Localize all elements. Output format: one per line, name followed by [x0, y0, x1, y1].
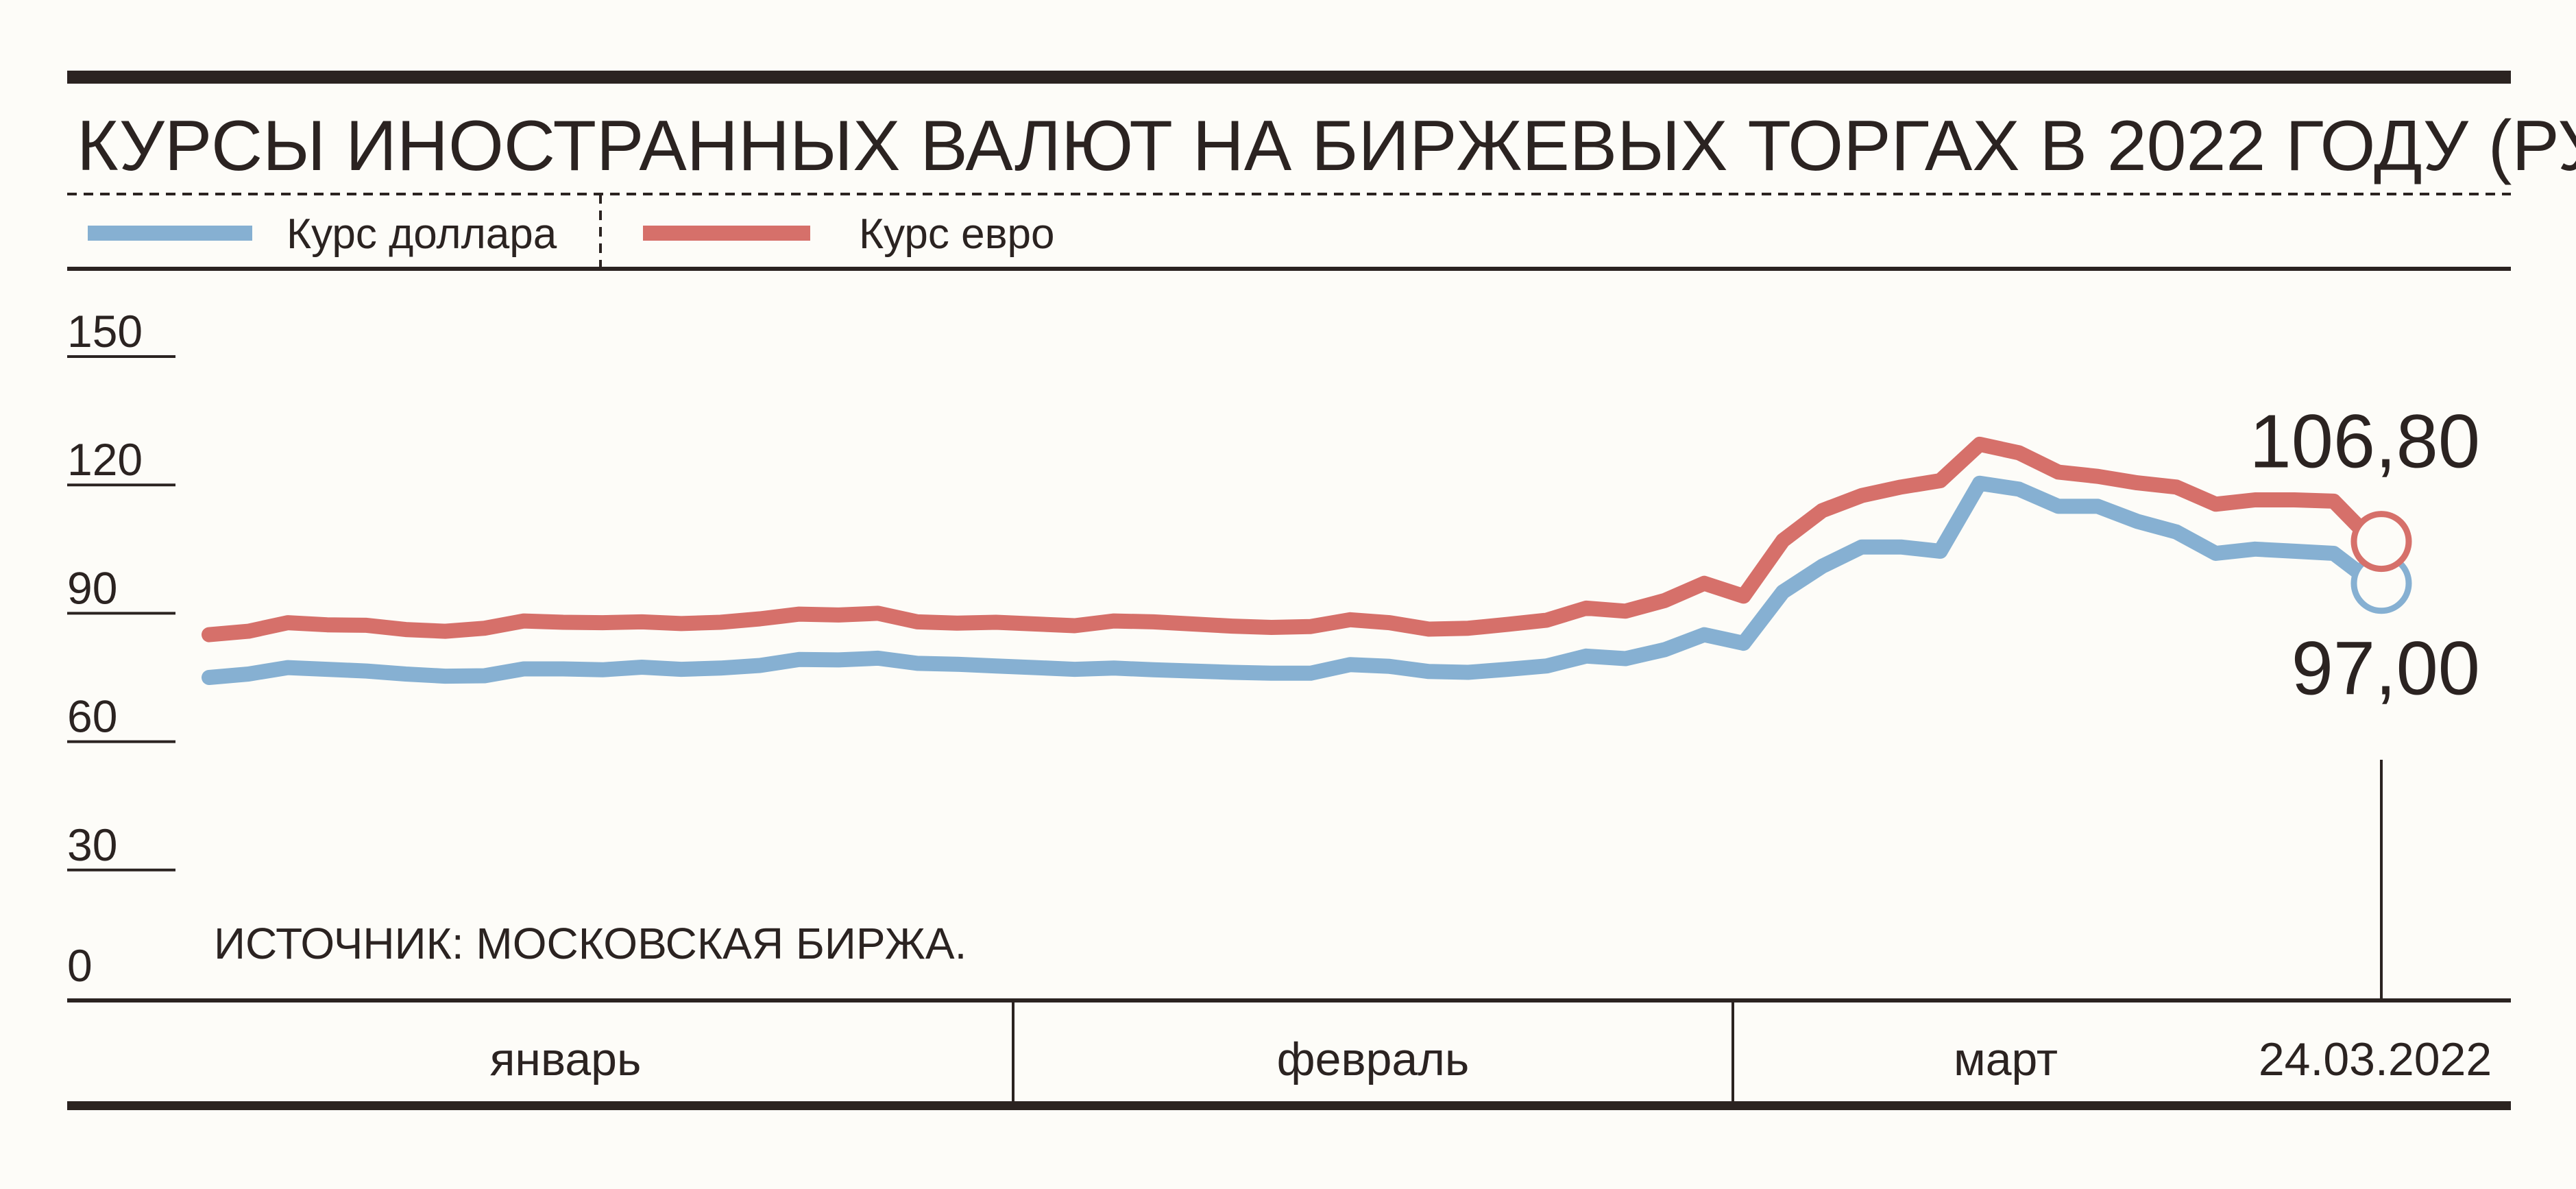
legend-bottom-border	[67, 267, 2511, 271]
date-label: 24.03.2022	[2259, 1033, 2492, 1085]
y-tick-label: 30	[67, 819, 117, 870]
y-tick-label: 90	[67, 562, 117, 613]
plot-bottom-border	[67, 998, 2511, 1002]
series-line-dollar	[202, 475, 2381, 685]
month-label-march: март	[1954, 1033, 2058, 1085]
top-border	[67, 71, 2511, 84]
end-label-euro: 106,80	[2250, 400, 2480, 484]
month-label-january: январь	[490, 1033, 642, 1085]
legend-label-euro: Курс евро	[859, 211, 1055, 258]
source-note: ИСТОЧНИК: МОСКОВСКАЯ БИРЖА.	[214, 919, 967, 968]
y-tick-label: 120	[67, 434, 143, 485]
y-tick-label: 0	[67, 940, 93, 991]
series-line-euro	[202, 436, 2381, 642]
series-layer	[202, 436, 2381, 685]
end-marker-euro	[2350, 511, 2412, 573]
bottom-border	[67, 1101, 2511, 1110]
y-axis: 150 120 90 60 30 0	[67, 306, 175, 991]
y-tick-label: 60	[67, 691, 117, 742]
chart-title: КУРСЫ ИНОСТРАННЫХ ВАЛЮТ НА БИРЖЕВЫХ ТОРГ…	[77, 106, 2576, 186]
y-tick-label: 150	[67, 306, 143, 357]
month-label-february: февраль	[1277, 1033, 1470, 1085]
end-label-dollar: 97,00	[2292, 627, 2480, 711]
end-markers: 97,00 106,80	[2250, 400, 2480, 711]
legend-label-dollar: Курс доллара	[287, 211, 557, 258]
